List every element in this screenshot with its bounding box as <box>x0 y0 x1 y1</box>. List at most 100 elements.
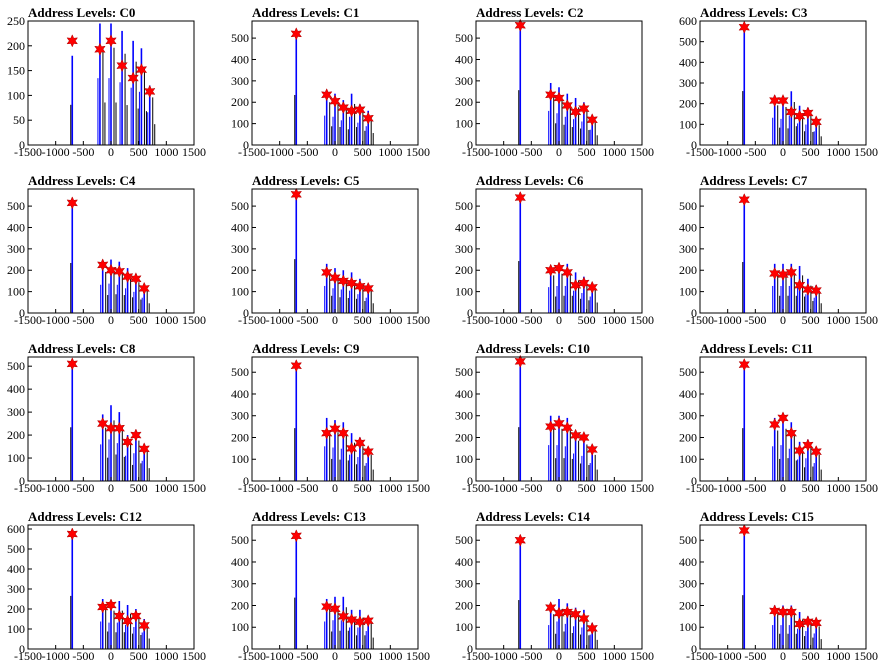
peak-marker-star <box>578 430 590 445</box>
histogram-peak <box>324 417 333 481</box>
x-tick-label: -1500 <box>462 145 490 159</box>
histogram-panel: Address Levels: C6 0 100 200 300 400 500 -1500-… <box>448 168 672 336</box>
peak-marker-star <box>777 411 789 425</box>
x-tick-label: 1500 <box>182 649 206 663</box>
x-tick-label: 1500 <box>630 313 654 327</box>
y-tick-label: 0 <box>467 138 473 152</box>
x-tick-label: 500 <box>802 145 820 159</box>
y-tick-label: 200 <box>7 39 25 53</box>
y-tick-label: 200 <box>679 97 697 111</box>
histogram-plot: Address Levels: C12 0 100 200 300 400 500 600 -1… <box>7 509 206 663</box>
y-tick-label: 200 <box>231 95 249 109</box>
panel-title: Address Levels: C10 <box>476 341 590 356</box>
peak-marker-star <box>105 598 117 612</box>
y-tick-label: 200 <box>231 430 249 444</box>
y-tick-label: 500 <box>231 199 249 213</box>
x-tick-label: 1500 <box>406 313 430 327</box>
y-tick-label: 200 <box>231 598 249 612</box>
y-tick-label: 400 <box>7 220 25 234</box>
x-tick-label: -1500 <box>238 481 266 495</box>
x-tick-label: 1000 <box>602 649 626 663</box>
x-tick-label: 1500 <box>854 145 878 159</box>
y-tick-label: 400 <box>455 52 473 66</box>
x-tick-label: 0 <box>780 145 786 159</box>
peak-marker-star <box>768 266 781 281</box>
y-tick-label: 300 <box>231 409 249 423</box>
peak-marker-star <box>514 533 526 547</box>
peak-marker-star <box>768 604 781 618</box>
histogram-panel: Address Levels: C13 0 100 200 300 400 500 -1500… <box>224 504 448 672</box>
histogram-panel: Address Levels: C7 0 100 200 300 400 500 -1500-… <box>672 168 896 336</box>
x-tick-label: -500 <box>72 481 94 495</box>
x-tick-label: 1500 <box>630 145 654 159</box>
x-tick-label: 1000 <box>154 145 178 159</box>
x-tick-label: 0 <box>108 649 114 663</box>
x-tick-label: 0 <box>556 313 562 327</box>
x-tick-label: -1000 <box>714 481 742 495</box>
x-tick-label: 0 <box>108 313 114 327</box>
x-tick-label: 1000 <box>602 481 626 495</box>
x-tick-label: -1500 <box>686 649 714 663</box>
y-tick-label: 100 <box>7 451 25 465</box>
x-tick-label: 1000 <box>826 481 850 495</box>
y-tick-label: 500 <box>455 365 473 379</box>
x-tick-label: -1000 <box>266 649 294 663</box>
y-tick-label: 100 <box>7 285 25 299</box>
y-tick-label: 300 <box>7 582 25 596</box>
peak-marker-star <box>553 261 565 275</box>
peak-marker-star <box>785 105 798 119</box>
x-tick-label: 1000 <box>154 481 178 495</box>
peak-marker-star <box>738 523 750 538</box>
x-tick-label: -1500 <box>462 649 490 663</box>
y-tick-label: 300 <box>679 577 697 591</box>
peak-marker-star <box>290 27 302 41</box>
y-tick-label: 500 <box>231 365 249 379</box>
histogram-peak <box>518 540 522 649</box>
y-tick-label: 100 <box>231 620 249 634</box>
panel-title: Address Levels: C12 <box>28 509 142 524</box>
peak-marker-star <box>553 416 565 430</box>
peak-marker-star <box>578 276 590 290</box>
peak-marker-star <box>345 276 358 290</box>
histogram-plot: Address Levels: C50100200300400500-1500-… <box>231 173 430 327</box>
peak-marker-star <box>810 445 822 459</box>
histogram-peak <box>349 93 358 145</box>
x-tick-label: 1000 <box>826 313 850 327</box>
x-tick-label: 1500 <box>854 649 878 663</box>
histogram-plot: Address Levels: C14 0 100 200 300 400 500 -1500… <box>455 509 654 663</box>
peak-marker-star <box>362 445 374 459</box>
y-tick-label: 0 <box>19 306 25 320</box>
histogram-peak <box>138 48 147 145</box>
y-tick-label: 500 <box>7 199 25 213</box>
x-tick-label: 1000 <box>154 313 178 327</box>
peak-marker-star <box>768 417 781 432</box>
x-tick-label: 1000 <box>826 649 850 663</box>
histogram-peak <box>518 361 522 481</box>
x-tick-label: -500 <box>296 481 318 495</box>
x-tick-label: 500 <box>578 649 596 663</box>
x-tick-label: 1500 <box>854 481 878 495</box>
y-tick-label: 200 <box>455 263 473 277</box>
x-tick-label: 1000 <box>378 145 402 159</box>
x-tick-label: 1500 <box>406 481 430 495</box>
x-tick-label: -1000 <box>490 649 518 663</box>
peak-marker-star <box>578 102 590 116</box>
peak-marker-star <box>354 279 366 293</box>
panel-title: Address Levels: C1 <box>252 5 359 20</box>
x-tick-label: -1000 <box>490 313 518 327</box>
histogram-peak <box>772 605 781 649</box>
peak-marker-star <box>362 281 374 296</box>
y-tick-label: 400 <box>231 387 249 401</box>
histogram-peak <box>742 25 746 145</box>
peak-marker-star <box>320 426 333 440</box>
peak-marker-star <box>544 601 557 615</box>
x-tick-label: -500 <box>72 649 94 663</box>
histogram-peak <box>294 193 298 313</box>
y-tick-label: 300 <box>679 409 697 423</box>
peak-marker-star <box>569 607 582 621</box>
histogram-panel: Address Levels: C5 0 100 200 300 400 500 -1500-… <box>224 168 448 336</box>
x-tick-label: 0 <box>556 649 562 663</box>
histogram-plot: Address Levels: C90100200300400500-1500-… <box>231 341 430 495</box>
y-tick-label: 0 <box>243 474 249 488</box>
